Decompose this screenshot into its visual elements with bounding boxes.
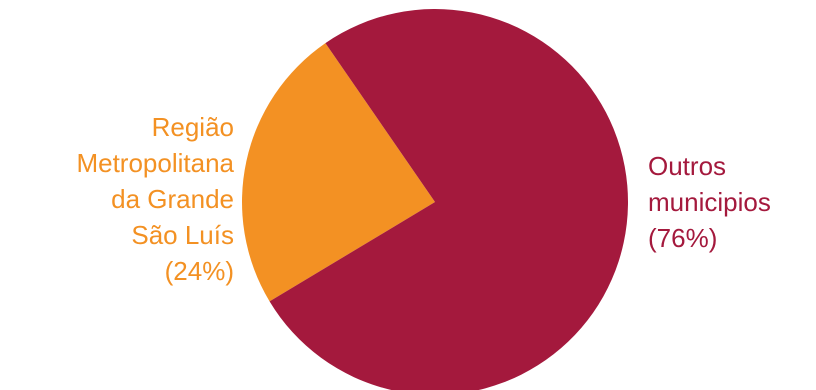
pie-slice-1: [269, 9, 628, 390]
slice-label-line: Região: [152, 112, 234, 142]
slice-label-line: São Luís: [131, 220, 234, 250]
pie-slices: [242, 9, 628, 390]
slice-label-outros-municipios: Outros municipios (76%): [648, 151, 771, 253]
slice-label-line: (24%): [165, 256, 234, 286]
slice-label-line: Outros: [648, 151, 726, 181]
slice-label-line: municipios: [648, 187, 771, 217]
slice-label-regiao-metropolitana: Região Metropolitana da Grande São Luís (24%…: [76, 112, 234, 286]
pie-labels: Região Metropolitana da Grande São Luís (24%…: [76, 112, 770, 286]
pie-slice-0: [242, 43, 435, 302]
slice-label-line: Metropolitana: [76, 148, 234, 178]
slice-label-line: da Grande: [111, 184, 234, 214]
slice-label-line: (76%): [648, 223, 717, 253]
